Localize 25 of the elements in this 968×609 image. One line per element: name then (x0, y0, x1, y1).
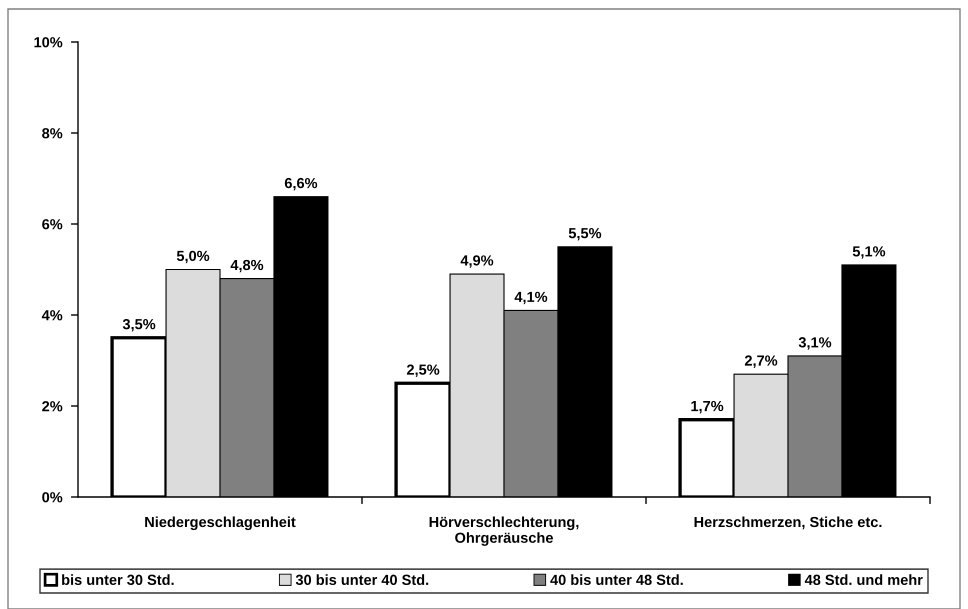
data-label: 6,6% (284, 178, 318, 190)
y-tick-label: 2% (42, 401, 62, 412)
y-tick-label: 10% (34, 37, 62, 48)
data-label: 5,5% (568, 228, 602, 240)
data-label: 2,7% (744, 355, 778, 368)
legend-label: 40 bis unter 48 Std. (550, 574, 683, 586)
data-label: 3,5% (122, 318, 156, 332)
y-tick-label: 4% (42, 310, 62, 320)
data-label: 4,1% (514, 292, 548, 304)
legend-label: bis unter 30 Std. (62, 574, 174, 586)
legend-label: 30 bis unter 40 Std. (296, 574, 428, 586)
data-label: 5,1% (852, 246, 886, 259)
y-tick-label: 8% (42, 128, 62, 138)
y-tick-label: 6% (42, 219, 62, 230)
x-tick-label: Niedergeschlagenheit (145, 516, 296, 530)
data-label: 2,5% (406, 364, 440, 377)
data-label: 4,8% (230, 260, 264, 272)
data-label: 3,1% (798, 337, 832, 350)
data-label: 4,9% (460, 255, 494, 268)
data-label: 5,0% (176, 250, 210, 264)
x-tick-label: Hörverschlechterung, Ohrgeräusche (430, 516, 578, 546)
y-tick-label: 0% (42, 492, 62, 502)
x-tick-label: Herzschmerzen, Stiche etc. (694, 516, 882, 530)
legend-label: 48 Std. und mehr (804, 574, 923, 586)
data-label: 1,7% (691, 400, 724, 414)
